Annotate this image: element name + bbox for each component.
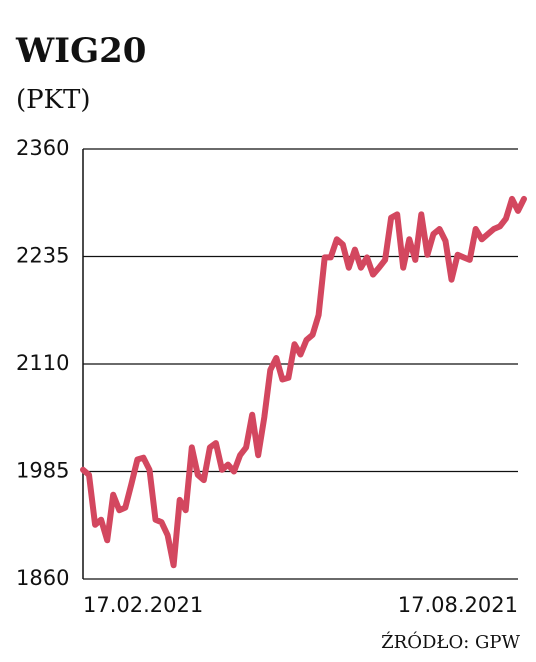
chart-title: WIG20 xyxy=(15,31,146,71)
x-tick-label: 17.08.2021 xyxy=(398,593,518,617)
x-tick-label: 17.02.2021 xyxy=(83,593,203,617)
y-tick-label: 2235 xyxy=(16,244,69,268)
y-tick-label: 1985 xyxy=(16,459,69,483)
chart-subtitle: (PKT) xyxy=(16,85,91,115)
y-tick-label: 2360 xyxy=(16,136,69,160)
line xyxy=(80,195,527,569)
source: ŹRÓDŁO: GPW xyxy=(381,630,520,653)
y-tick-label: 1860 xyxy=(16,566,69,590)
y-tick-label: 2110 xyxy=(16,351,69,375)
